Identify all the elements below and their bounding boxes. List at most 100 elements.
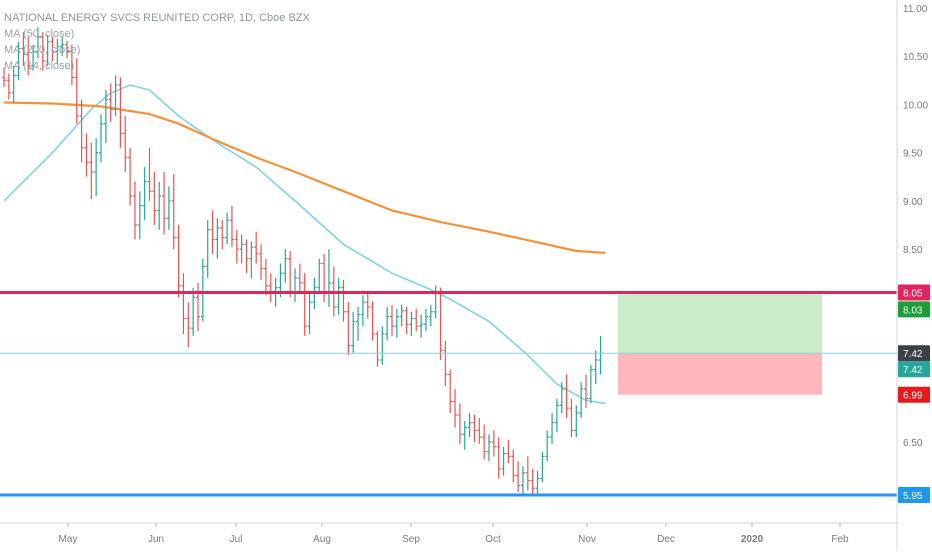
ohlc-bar	[360, 295, 365, 327]
ohlc-bar	[268, 273, 273, 303]
ohlc-bar	[171, 173, 176, 250]
ohlc-bar	[45, 35, 50, 66]
ohlc-bar	[336, 278, 341, 315]
legend-ma-50: MA (50, close)	[4, 28, 75, 40]
ohlc-bar	[326, 249, 331, 307]
ohlc-bar	[200, 258, 205, 322]
ohlc-bar	[50, 36, 55, 62]
legend-ma-200: MA (200, close)	[4, 44, 81, 56]
ohlc-bar	[113, 75, 118, 117]
ohlc-bar	[525, 456, 530, 491]
y-tick-label: 9.50	[903, 149, 923, 160]
ohlc-bar	[108, 83, 113, 122]
ohlc-bar	[60, 36, 65, 57]
support-price-label-bg	[898, 487, 930, 503]
ohlc-bar	[263, 258, 268, 296]
ohlc-bar	[142, 167, 147, 221]
ohlc-bar	[215, 218, 220, 259]
target-price-label: 8.03	[903, 305, 923, 316]
ohlc-bar	[399, 305, 404, 327]
stop-price-label-bg	[898, 386, 930, 403]
ohlc-bar	[128, 147, 133, 206]
ohlc-bar	[564, 374, 569, 418]
ohlc-bar	[191, 287, 196, 336]
x-tick-label: Jul	[230, 534, 243, 545]
stop-zone	[618, 353, 822, 395]
x-tick-label: May	[59, 534, 78, 545]
ohlc-bar	[2, 67, 6, 88]
ohlc-bar	[593, 350, 598, 385]
ohlc-bar	[244, 239, 249, 274]
ohlc-bar	[297, 263, 302, 293]
ohlc-bar	[501, 446, 506, 476]
stop-price-label: 6.99	[903, 391, 923, 402]
ohlc-bar	[31, 44, 36, 71]
ohlc-bar	[390, 305, 394, 336]
ohlc-bar	[506, 440, 511, 464]
ohlc-bar	[346, 302, 351, 356]
ma-50-line	[3, 84, 606, 405]
ohlc-bar	[448, 369, 453, 414]
ohlc-bar	[283, 249, 288, 283]
ohlc-bar	[205, 220, 210, 279]
entry-price-label-bg	[898, 361, 930, 378]
y-tick-label: 10.50	[903, 52, 928, 63]
current-price-label-bg	[898, 345, 930, 362]
ohlc-bar	[84, 133, 89, 177]
moving-averages	[3, 84, 606, 405]
ohlc-bar	[453, 388, 458, 428]
y-tick-label: 6.50	[903, 438, 923, 449]
ohlc-bar	[462, 420, 467, 450]
ohlc-bar	[69, 44, 74, 86]
ohlc-bar	[516, 461, 521, 493]
y-tick-label: 8.50	[903, 245, 923, 256]
x-tick-label: Sep	[402, 534, 420, 545]
ohlc-bar	[370, 301, 375, 341]
resistance-price-label: 8.05	[903, 288, 923, 299]
ohlc-bar	[380, 326, 385, 365]
entry-price-label: 7.42	[903, 365, 923, 376]
ohlc-bar	[162, 171, 167, 235]
y-tick-label: 10.00	[903, 100, 928, 111]
ohlc-bar	[554, 398, 559, 433]
ohlc-bar	[176, 224, 181, 298]
ohlc-bar	[491, 430, 496, 457]
ohlc-bar	[55, 38, 60, 64]
ohlc-bar	[99, 114, 103, 163]
ohlc-bar	[35, 27, 40, 59]
ohlc-bar	[234, 229, 239, 264]
ohlc-bar	[385, 306, 390, 341]
ohlc-bar	[487, 434, 491, 462]
x-tick-label: Oct	[485, 534, 501, 545]
y-tick-label: 11.00	[903, 4, 928, 15]
ohlc-bar	[438, 287, 443, 360]
ohlc-bar	[472, 414, 477, 442]
ohlc-bar	[259, 244, 264, 280]
ohlc-bar	[535, 470, 540, 495]
target-price-label-bg	[898, 301, 930, 318]
y-tick-label: 9.00	[903, 197, 923, 208]
ohlc-bar	[239, 234, 244, 264]
ohlc-bar	[428, 305, 433, 327]
ohlc-bar	[365, 292, 370, 319]
ohlc-bar	[317, 258, 322, 293]
ohlc-bar	[341, 279, 346, 322]
price-axis: 11.00 10.50 10.00 9.50 9.00 8.50 6.50	[896, 0, 928, 550]
ohlc-bar	[16, 41, 21, 81]
ohlc-bar	[423, 308, 428, 332]
ohlc-bar	[65, 40, 70, 59]
target-zone	[618, 294, 822, 354]
ohlc-bar	[520, 466, 525, 495]
ohlc-bar	[482, 424, 487, 460]
ohlc-bar	[118, 77, 123, 148]
ohlc-bar	[103, 89, 108, 144]
horizontal-levels	[0, 290, 897, 497]
x-tick-label: Jun	[148, 534, 164, 545]
ohlc-bar	[545, 430, 550, 462]
ohlc-bar	[288, 251, 293, 298]
legend-title: NATIONAL ENERGY SVCS REUNITED CORP, 1D, …	[4, 12, 310, 24]
ohlc-bar	[249, 241, 254, 279]
ohlc-bar	[74, 58, 79, 124]
